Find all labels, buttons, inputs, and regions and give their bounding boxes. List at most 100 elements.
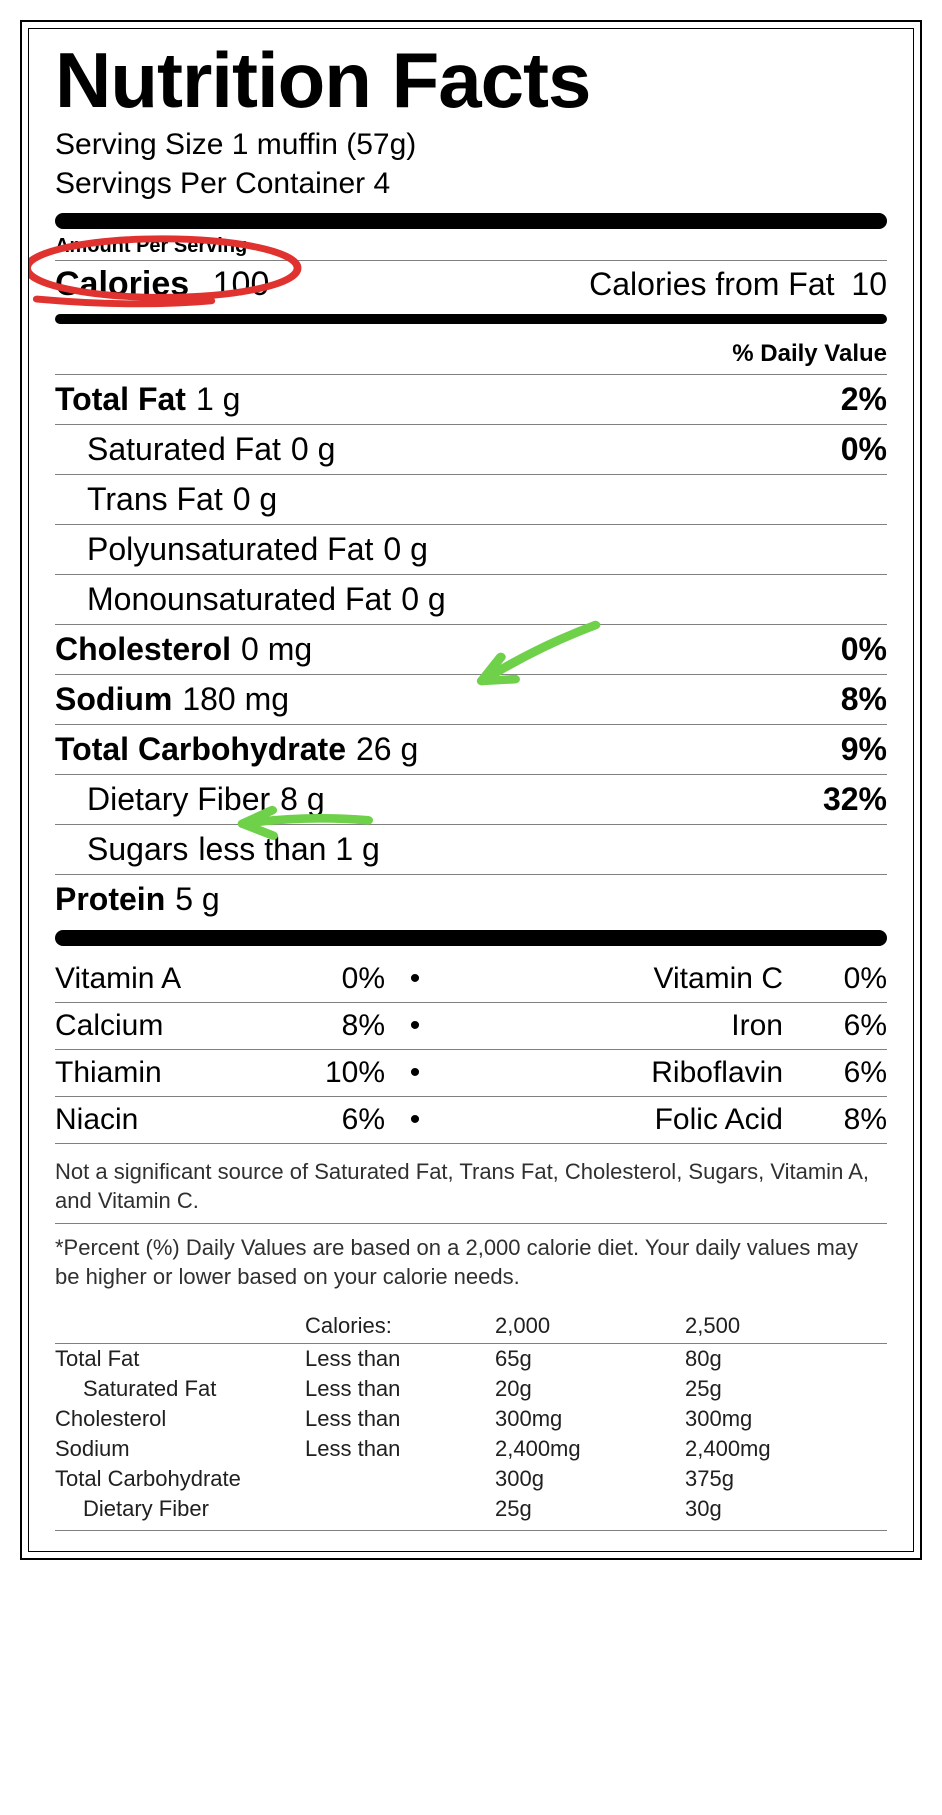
reference-row: Dietary Fiber25g30g bbox=[55, 1494, 887, 1524]
nutrition-label: Nutrition Facts Serving Size 1 muffin (5… bbox=[28, 28, 914, 1552]
nutrient-row: Protein 5 g bbox=[55, 874, 887, 924]
vitamin-left-val: 8% bbox=[285, 1009, 385, 1043]
divider-thick bbox=[55, 213, 887, 229]
footnote-1: Not a significant source of Saturated Fa… bbox=[55, 1144, 887, 1224]
ref-c1: Sodium bbox=[55, 1436, 305, 1462]
nutrient-left: Sugars less than 1 g bbox=[55, 831, 380, 868]
nutrition-label-outer: Nutrition Facts Serving Size 1 muffin (5… bbox=[20, 20, 922, 1560]
ref-c2: Less than bbox=[305, 1436, 495, 1462]
nutrient-name: Sugars bbox=[87, 831, 188, 867]
nutrient-amount: 0 g bbox=[291, 431, 335, 467]
nutrient-amount: 0 g bbox=[383, 531, 427, 567]
vitamin-bullet: • bbox=[385, 1103, 445, 1137]
ref-c1: Dietary Fiber bbox=[55, 1496, 305, 1522]
amount-per-serving-label: Amount Per Serving bbox=[55, 235, 887, 261]
reference-row: CholesterolLess than300mg300mg bbox=[55, 1404, 887, 1434]
vitamin-right-name: Iron bbox=[445, 1009, 807, 1043]
ref-c1: Total Carbohydrate bbox=[55, 1466, 305, 1492]
calories-row: Calories 100 Calories from Fat 10 bbox=[55, 261, 887, 310]
ref-h-c4: 2,500 bbox=[685, 1313, 887, 1339]
vitamin-right-name: Riboflavin bbox=[445, 1056, 807, 1090]
nutrient-name: Total Carbohydrate bbox=[55, 731, 346, 767]
ref-h-c2: Calories: bbox=[305, 1313, 495, 1339]
nutrient-left: Total Fat1 g bbox=[55, 381, 240, 418]
nutrient-amount: 0 g bbox=[401, 581, 445, 617]
vitamin-left-val: 0% bbox=[285, 962, 385, 996]
vitamin-right-val: 8% bbox=[807, 1103, 887, 1137]
ref-c3: 2,400mg bbox=[495, 1436, 685, 1462]
nutrient-amount: 180 mg bbox=[182, 681, 289, 717]
nutrient-left: Cholesterol 0 mg bbox=[55, 631, 312, 668]
nutrient-dv: 9% bbox=[841, 731, 887, 768]
calories-from-fat-label: Calories from Fat bbox=[589, 266, 834, 302]
ref-c2 bbox=[305, 1496, 495, 1522]
calories-from-fat: Calories from Fat 10 bbox=[589, 266, 887, 303]
vitamin-right-val: 6% bbox=[807, 1056, 887, 1090]
nutrient-left: Protein 5 g bbox=[55, 881, 220, 918]
nutrient-left: Sodium180 mg bbox=[55, 681, 289, 718]
ref-c4: 2,400mg bbox=[685, 1436, 887, 1462]
ref-c3: 65g bbox=[495, 1346, 685, 1372]
ref-c2: Less than bbox=[305, 1406, 495, 1432]
nutrient-name: Saturated Fat bbox=[87, 431, 281, 467]
calories-left: Calories 100 bbox=[55, 265, 269, 304]
nutrient-row: Saturated Fat0 g0% bbox=[55, 424, 887, 474]
calories-value: 100 bbox=[213, 265, 270, 303]
ref-c2: Less than bbox=[305, 1346, 495, 1372]
reference-header: Calories: 2,000 2,500 bbox=[55, 1309, 887, 1344]
footnote-2: *Percent (%) Daily Values are based on a… bbox=[55, 1224, 887, 1309]
nutrient-left: Monounsaturated Fat0 g bbox=[55, 581, 446, 618]
vitamin-left-name: Vitamin A bbox=[55, 962, 285, 996]
divider-medium bbox=[55, 314, 887, 324]
nutrient-row: Cholesterol 0 mg 0% bbox=[55, 624, 887, 674]
ref-c1: Cholesterol bbox=[55, 1406, 305, 1432]
ref-c1: Saturated Fat bbox=[55, 1376, 305, 1402]
nutrient-amount: less than 1 g bbox=[198, 831, 379, 867]
vitamin-row: Calcium8%•Iron6% bbox=[55, 1003, 887, 1050]
nutrient-dv: 0% bbox=[841, 631, 887, 668]
nutrient-row: Trans Fat0 g bbox=[55, 474, 887, 524]
nutrient-list: Total Fat1 g 2% Saturated Fat 0 g 0% Trans Fa… bbox=[55, 375, 887, 924]
vitamin-right-val: 6% bbox=[807, 1009, 887, 1043]
ref-c3: 300mg bbox=[495, 1406, 685, 1432]
vitamin-row: Thiamin10%•Riboflavin6% bbox=[55, 1050, 887, 1097]
vitamin-right-val: 0% bbox=[807, 962, 887, 996]
vitamin-left-val: 10% bbox=[285, 1056, 385, 1090]
reference-rows: Total FatLess than65g80gSaturated FatLes… bbox=[55, 1344, 887, 1531]
vitamin-bullet: • bbox=[385, 1056, 445, 1090]
ref-h-c1 bbox=[55, 1313, 305, 1339]
nutrient-name: Protein bbox=[55, 881, 165, 917]
ref-h-c3: 2,000 bbox=[495, 1313, 685, 1339]
nutrient-amount: 5 g bbox=[175, 881, 219, 917]
nutrient-amount: 8 g bbox=[280, 781, 324, 817]
nutrient-dv: 2% bbox=[841, 381, 887, 418]
calories-label: Calories bbox=[55, 265, 189, 303]
ref-c4: 25g bbox=[685, 1376, 887, 1402]
vitamin-right-name: Folic Acid bbox=[445, 1103, 807, 1137]
vitamin-bullet: • bbox=[385, 962, 445, 996]
nutrient-row: Total Carbohydrate 26 g 9% bbox=[55, 724, 887, 774]
ref-c4: 80g bbox=[685, 1346, 887, 1372]
nutrient-name: Cholesterol bbox=[55, 631, 231, 667]
vitamin-bullet: • bbox=[385, 1009, 445, 1043]
ref-c2 bbox=[305, 1466, 495, 1492]
title: Nutrition Facts bbox=[55, 41, 887, 119]
vitamin-grid: Vitamin A0%•Vitamin C0%Calcium8%•Iron6%T… bbox=[55, 956, 887, 1144]
nutrient-name: Polyunsaturated Fat bbox=[87, 531, 373, 567]
nutrient-amount: 1 g bbox=[196, 381, 240, 417]
nutrient-amount: 0 g bbox=[233, 481, 277, 517]
nutrient-dv: 32% bbox=[823, 781, 887, 818]
vitamin-left-name: Calcium bbox=[55, 1009, 285, 1043]
ref-c4: 300mg bbox=[685, 1406, 887, 1432]
reference-row: Total FatLess than65g80g bbox=[55, 1344, 887, 1374]
serving-size: Serving Size 1 muffin (57g) bbox=[55, 125, 887, 164]
nutrient-row: Monounsaturated Fat0 g bbox=[55, 574, 887, 624]
nutrient-row: Sodium180 mg8% bbox=[55, 674, 887, 724]
vitamin-left-val: 6% bbox=[285, 1103, 385, 1137]
calories-from-fat-value: 10 bbox=[851, 266, 887, 302]
divider-thick-2 bbox=[55, 930, 887, 946]
nutrient-amount: 0 mg bbox=[241, 631, 312, 667]
nutrient-amount: 26 g bbox=[356, 731, 418, 767]
dv-header: % Daily Value bbox=[55, 330, 887, 375]
nutrient-left: Total Carbohydrate 26 g bbox=[55, 731, 418, 768]
